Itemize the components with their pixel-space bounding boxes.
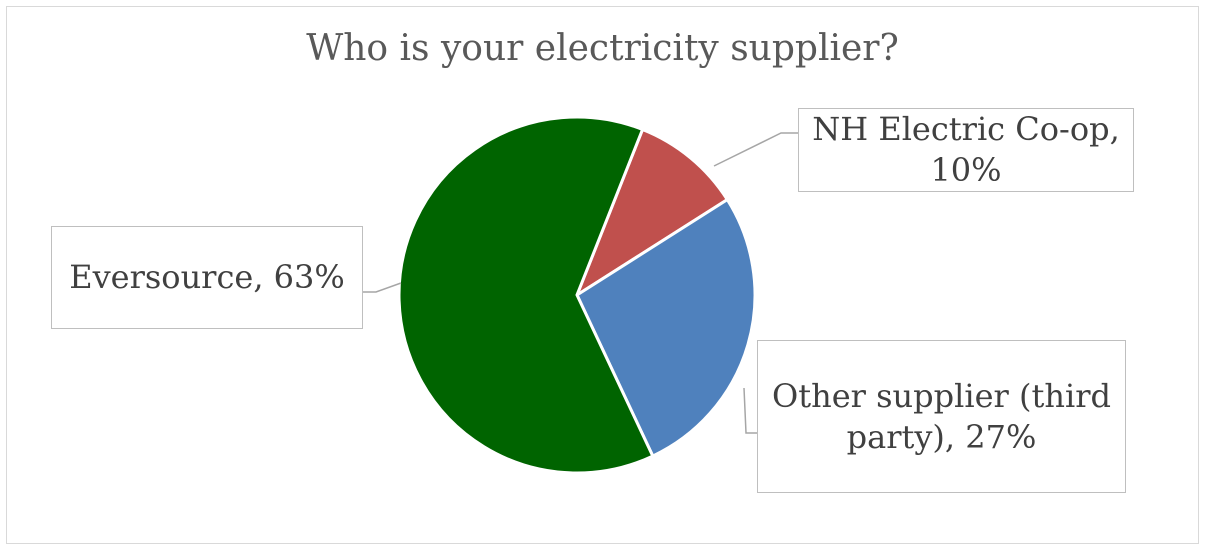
data-label-nh-electric-coop-text: NH Electric Co-op, 10% <box>812 110 1120 189</box>
data-label-other-supplier-text: Other supplier (third party), 27% <box>772 376 1111 456</box>
data-label-nh-electric-coop: NH Electric Co-op, 10% <box>798 108 1134 192</box>
leader-line-other-supplier <box>743 387 757 434</box>
pie-slice-nh-electric-coop <box>573 127 730 299</box>
chart-title: Who is your electricity supplier? <box>306 28 899 69</box>
data-label-eversource: Eversource, 63% <box>51 226 363 329</box>
leader-line-nh-electric-coop <box>713 132 798 167</box>
pie-slice-eversource <box>397 115 655 475</box>
leader-line-eversource <box>363 282 402 293</box>
data-label-eversource-text: Eversource, 63% <box>69 258 345 296</box>
data-label-other-supplier: Other supplier (third party), 27% <box>757 340 1126 493</box>
pie-slice-other-supplier <box>575 197 757 459</box>
